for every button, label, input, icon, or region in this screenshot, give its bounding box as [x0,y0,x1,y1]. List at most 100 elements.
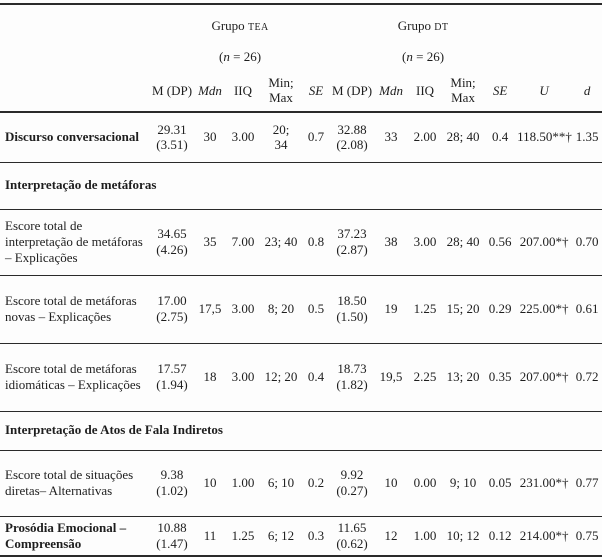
data-cell: 1.25 [231,527,255,543]
data-cell: 0.3 [307,527,325,543]
data-cell: 207.00*† [516,343,573,412]
data-cell: 9.38 (1.02) [150,450,194,517]
data-cell: 1.00 [226,450,260,517]
data-cell: 1.25 [408,275,443,344]
column-header: U [516,71,573,113]
data-cell: 0.35 [484,343,517,412]
data-cell: 10 [374,450,409,517]
data-cell: 32.88 (2.08) [330,112,375,163]
table-header: Grupo TEA Grupo DT (n = 26) (n = 26) M (… [0,4,602,113]
column-header: Mdn [194,71,226,113]
group-tea-header: Grupo TEA [150,4,330,43]
n-value: = 26) [412,49,445,64]
data-cell: 38 [374,209,409,276]
section-row: Interpretação de Atos de Fala Indiretos [0,411,602,451]
data-cell: 3.00 [226,112,260,163]
n-value: = 26) [229,49,262,64]
group-tea-n: (n = 26) [150,43,330,71]
data-cell: 35 [194,209,226,276]
data-cell: 18.50 (1.50) [330,275,375,344]
empty-corner-cell [0,4,150,43]
table-row: Discurso conversacional 29.31 (3.51) 30 3.0… [0,112,602,163]
table-row: Escore total de situações diretas– Alter… [0,450,602,517]
data-cell: 9; 10 [442,450,485,517]
group-tea-acronym: TEA [247,22,269,33]
data-cell: 23; 40 [260,209,302,276]
data-cell: 19,5 [374,343,409,412]
section-row: Interpretação de metáforas [0,162,602,210]
table-row: Escore total de interpretação de metáfor… [0,209,602,276]
data-cell: 18 [194,343,226,412]
data-cell: 225.00*† [516,275,573,344]
data-cell: 10; 12 [446,527,480,543]
data-cell: 34.65 (4.26) [150,209,194,276]
data-cell: 8; 20 [260,275,302,344]
data-cell: 0.70 [572,209,602,276]
data-cell: 0.00 [408,450,443,517]
empty-corner-cell [0,71,150,113]
column-header: Mdn [374,71,409,113]
table-row: Escore total de metáforas idiomáticas – … [0,343,602,412]
n-open: ( [219,49,224,64]
column-header: IIQ [226,71,260,113]
sample-size-row: (n = 26) (n = 26) [0,43,602,71]
data-cell: 12 [384,527,398,543]
data-cell: 10.88 (1.47) [156,520,188,551]
table-row: Prosódia Emocional – Compreensão 10.88 (1… [0,516,602,556]
data-cell: 1.35 [572,112,602,163]
data-cell: 6; 10 [260,450,302,517]
data-cell: 6; 12 [267,527,295,543]
row-label: Escore total de metáforas novas – Explic… [0,275,150,344]
data-cell: 1.00 [413,527,437,543]
data-cell: 0.7 [302,112,331,163]
data-cell: 20; 34 [260,112,302,163]
data-cell: 0.56 [484,209,517,276]
data-cell: 214.00*† [519,527,569,543]
data-cell: 30 [194,112,226,163]
data-cell: 15; 20 [442,275,485,344]
data-cell: 0.05 [484,450,517,517]
data-cell: 17.57 (1.94) [150,343,194,412]
statistics-table: Grupo TEA Grupo DT (n = 26) (n = 26) M (… [0,3,602,557]
data-cell: 0.5 [302,275,331,344]
data-cell: 0.77 [572,450,602,517]
data-cell: 12; 20 [260,343,302,412]
data-cell: 231.00*† [516,450,573,517]
section-label: Interpretação de metáforas [0,162,602,210]
table-body: Discurso conversacional 29.31 (3.51) 30 3.0… [0,112,602,556]
data-cell: 33 [374,112,409,163]
row-label: Escore total de situações diretas– Alter… [0,450,150,517]
column-header: SE [302,71,331,113]
data-cell: 17,5 [194,275,226,344]
group-tea-name: Grupo [211,18,248,33]
data-cell: 13; 20 [442,343,485,412]
data-cell: 0.4 [302,343,331,412]
data-cell: 7.00 [226,209,260,276]
n-symbol: n [406,49,413,64]
row-label: Escore total de interpretação de metáfor… [0,209,150,276]
data-cell: 0.61 [572,275,602,344]
empty-corner-cell [0,43,150,71]
data-cell: 37.23 (2.87) [330,209,375,276]
data-cell: 118.50**† [516,112,573,163]
section-label: Interpretação de Atos de Fala Indiretos [0,411,602,451]
n-open: ( [402,49,407,64]
data-cell: 9.92 (0.27) [330,450,375,517]
data-cell: 28; 40 [442,112,485,163]
data-cell: 28; 40 [442,209,485,276]
column-header: SE [484,71,517,113]
data-cell: 0.72 [572,343,602,412]
data-cell: 11 [203,527,217,543]
column-header: Min; Max [442,71,485,113]
column-header: M (DP) [330,71,375,113]
row-label: Prosódia Emocional – Compreensão [5,519,127,551]
data-cell: 0.8 [302,209,331,276]
group-dt-n: (n = 26) [330,43,516,71]
data-cell: 29.31 (3.51) [150,112,194,163]
empty-header-cell [516,4,572,43]
data-cell: 207.00*† [516,209,573,276]
data-cell: 19 [374,275,409,344]
column-header-row: M (DP) Mdn IIQ Min; Max SE M (DP) Mdn IIQ Min; M… [0,71,602,113]
data-cell: 3.00 [408,209,443,276]
data-cell: 0.2 [302,450,331,517]
